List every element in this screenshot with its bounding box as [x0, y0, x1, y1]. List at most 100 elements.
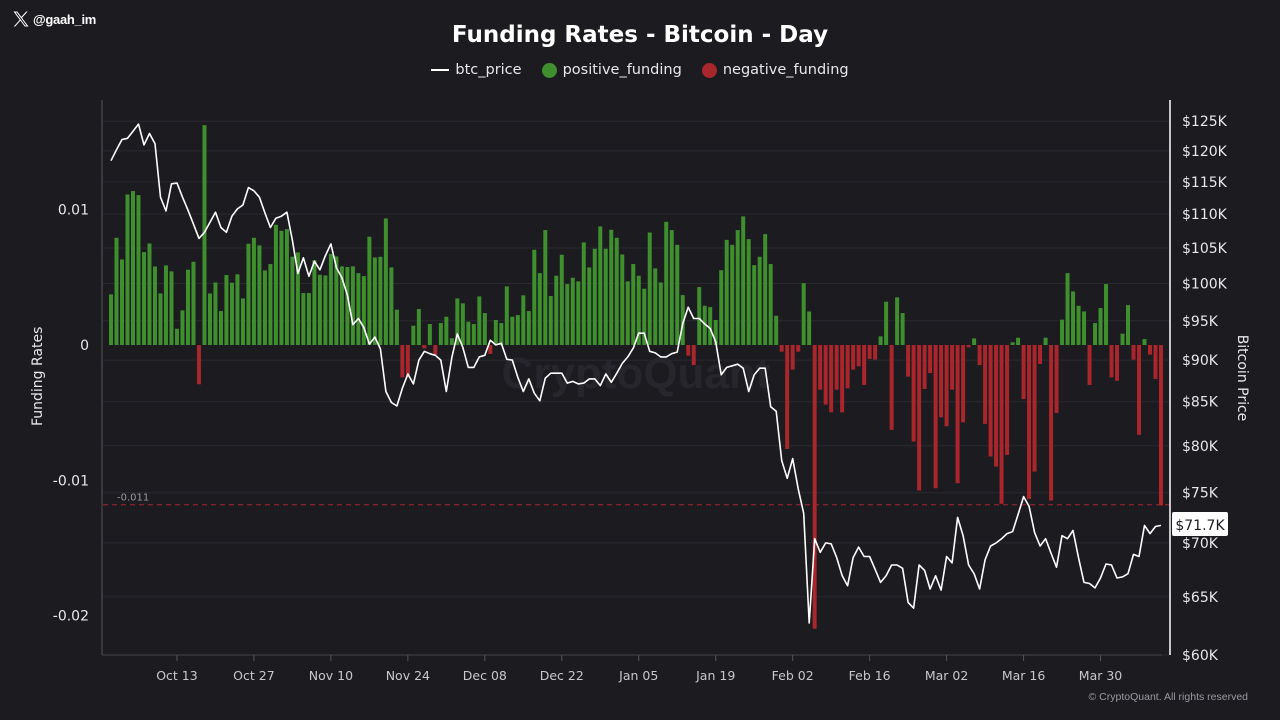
negative-funding-bar — [1049, 345, 1054, 501]
negative-funding-bar — [1038, 345, 1043, 364]
positive-funding-bar — [119, 259, 124, 346]
positive-funding-bar — [587, 267, 592, 346]
positive-funding-bar — [147, 243, 152, 346]
positive-funding-bar — [746, 239, 751, 346]
right-tick-label: $105K — [1182, 241, 1228, 257]
positive-funding-bar — [504, 286, 509, 346]
right-tick-label: $115K — [1182, 175, 1228, 191]
positive-funding-bar — [1016, 337, 1021, 346]
positive-funding-bar — [493, 319, 498, 346]
positive-funding-bar — [719, 270, 724, 346]
positive-funding-bar — [312, 260, 317, 346]
negative-funding-bar — [933, 345, 938, 489]
positive-funding-bar — [675, 244, 680, 346]
positive-funding-bar — [548, 296, 553, 346]
positive-funding-bar — [251, 237, 256, 346]
positive-funding-bar — [614, 237, 619, 346]
positive-funding-bar — [306, 293, 311, 346]
x-tick-label: Feb 16 — [849, 668, 891, 683]
positive-funding-bar — [136, 195, 141, 346]
legend-item-negative-funding[interactable]: negative_funding — [701, 62, 849, 78]
positive-funding-bar — [631, 264, 636, 346]
line-marker-icon — [431, 69, 450, 71]
right-tick-label: $80K — [1182, 439, 1219, 455]
right-tick-label: $60K — [1182, 648, 1219, 664]
positive-funding-bar — [449, 338, 454, 346]
positive-funding-bar — [713, 319, 718, 346]
negative-funding-bar — [917, 345, 922, 491]
right-tick-label: $85K — [1182, 395, 1219, 411]
positive-funding-bar — [526, 311, 531, 346]
positive-funding-bar — [664, 221, 669, 346]
negative-funding-bar — [691, 345, 696, 366]
positive-funding-bar — [284, 229, 289, 346]
negative-funding-bar — [686, 345, 691, 356]
positive-funding-bar — [735, 230, 740, 346]
positive-funding-bar — [972, 338, 977, 346]
negative-funding-bar — [1137, 345, 1142, 435]
positive-funding-bar — [152, 266, 157, 346]
positive-funding-bar — [878, 336, 883, 346]
negative-funding-bar — [829, 345, 834, 413]
btc-price-line — [110, 123, 1162, 624]
positive-funding-bar — [262, 270, 267, 346]
positive-funding-bar — [383, 218, 388, 346]
positive-funding-bar — [125, 194, 130, 346]
positive-funding-bar — [466, 321, 471, 346]
positive-funding-bar — [1060, 319, 1065, 346]
positive-funding-bar — [1126, 305, 1131, 346]
negative-funding-bar — [1021, 345, 1026, 400]
green-dot-icon — [541, 62, 557, 78]
positive-funding-bar — [174, 328, 179, 346]
positive-funding-bar — [801, 283, 806, 346]
positive-funding-bar — [202, 125, 207, 346]
positive-funding-bar — [592, 248, 597, 346]
negative-funding-bar — [983, 345, 988, 424]
positive-funding-bar — [774, 315, 779, 346]
positive-funding-bar — [554, 275, 559, 346]
negative-funding-bar — [1027, 345, 1032, 499]
positive-funding-bar — [752, 265, 757, 346]
right-tick-label: $65K — [1182, 590, 1219, 606]
negative-funding-bar — [862, 345, 867, 385]
positive-funding-bar — [1142, 339, 1147, 346]
positive-funding-bar — [295, 252, 300, 346]
legend-item-positive-funding[interactable]: positive_funding — [541, 62, 682, 78]
right-tick-label: $100K — [1182, 276, 1228, 292]
x-tick-label: Mar 16 — [1002, 668, 1046, 683]
positive-funding-bar — [213, 282, 218, 346]
positive-funding-bar — [680, 295, 685, 346]
positive-funding-bar — [807, 311, 812, 346]
positive-funding-bar — [697, 287, 702, 346]
x-tick-label: Feb 02 — [772, 668, 814, 683]
positive-funding-bar — [1065, 273, 1070, 346]
positive-funding-bar — [515, 315, 520, 346]
negative-funding-bar — [779, 345, 784, 352]
positive-funding-bar — [576, 281, 581, 346]
positive-funding-bar — [499, 323, 504, 346]
negative-funding-bar — [999, 345, 1004, 504]
last-price-label: $71.7K — [1172, 512, 1228, 536]
positive-funding-bar — [427, 324, 432, 346]
positive-funding-bar — [438, 323, 443, 346]
left-tick-label: -0.01 — [53, 473, 89, 489]
negative-funding-bar — [488, 345, 493, 354]
negative-funding-bar — [944, 345, 949, 427]
negative-funding-bar — [889, 345, 894, 430]
positive-funding-bar — [460, 303, 465, 346]
positive-funding-bar — [763, 234, 768, 346]
negative-funding-bar — [812, 345, 817, 629]
positive-funding-bar — [185, 269, 190, 346]
right-axis-ticks: $125K $120K $115K $110K $105K $100K $95K $90K $8… — [1182, 114, 1228, 664]
x-tick-label: Nov 10 — [309, 668, 353, 683]
positive-funding-bar — [246, 243, 251, 346]
negative-funding-bar — [1131, 345, 1136, 360]
negative-funding-bar — [1148, 345, 1153, 355]
positive-funding-bar — [510, 316, 515, 346]
positive-funding-bar — [741, 216, 746, 346]
author-handle: @gaah_im — [11, 9, 96, 29]
legend-item-btc-price[interactable]: btc_price — [431, 62, 522, 78]
negative-funding-bar — [994, 345, 999, 467]
positive-funding-bar — [328, 254, 333, 346]
right-tick-label: $75K — [1182, 486, 1219, 502]
